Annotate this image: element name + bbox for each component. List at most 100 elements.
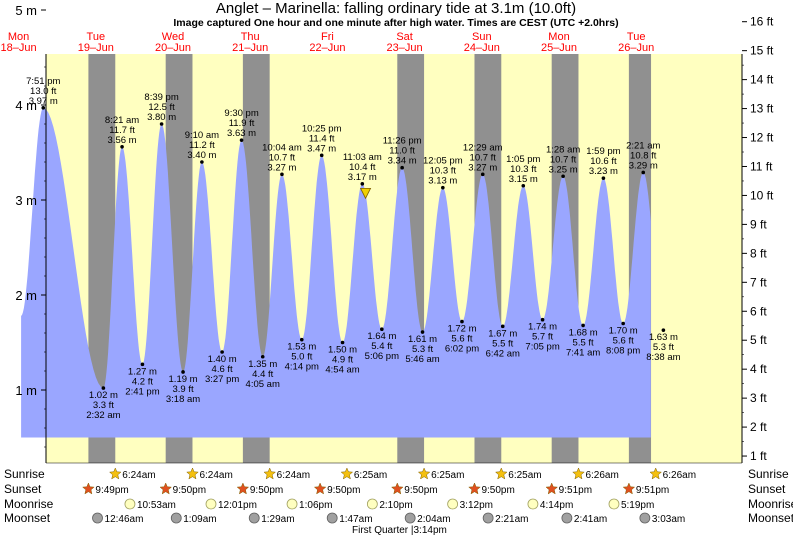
moon-phase-label: First Quarter |3:14pm xyxy=(352,525,447,536)
extreme-m-label: 1.67 m xyxy=(488,328,517,339)
y-tick-label-m: 5 m xyxy=(15,3,37,18)
extreme-time-label: 8:08 pm xyxy=(606,346,640,357)
sunrise-time: 6:24am xyxy=(122,470,155,481)
astro-row-label-right: Moonset xyxy=(748,511,793,525)
extreme-m-label: 3.17 m xyxy=(348,172,377,183)
extreme-m-label: 1.35 m xyxy=(248,359,277,370)
y-tick-label-ft: 15 ft xyxy=(750,44,774,58)
extreme-time-label: 7:41 am xyxy=(566,347,600,358)
day-header-dow: Mon xyxy=(548,31,569,43)
extreme-point xyxy=(101,386,106,390)
extreme-time-label: 3:27 pm xyxy=(205,374,239,385)
moonset-time: 2:21am xyxy=(495,514,528,525)
y-tick-label-ft: 11 ft xyxy=(750,159,773,173)
extreme-m-label: 1.68 m xyxy=(569,327,598,338)
extreme-ft-label: 11.0 ft xyxy=(389,146,415,157)
extreme-point xyxy=(641,170,646,175)
day-header-dow: Wed xyxy=(162,31,184,43)
extreme-ft-label: 13.0 ft xyxy=(30,86,57,97)
sunrise-icon xyxy=(494,467,508,480)
extreme-point xyxy=(159,122,164,126)
moonrise-icon xyxy=(608,498,620,510)
day-header-date: 23–Jun xyxy=(387,42,423,54)
extreme-ft-label: 4.4 ft xyxy=(252,369,273,380)
astro-row-label-left: Sunset xyxy=(4,482,42,496)
extreme-m-label: 3.29 m xyxy=(629,160,658,171)
y-tick-label-ft: 5 ft xyxy=(750,333,767,347)
moonrise-icon xyxy=(286,498,298,510)
moonset-icon xyxy=(248,512,260,524)
extreme-time-label: 8:38 am xyxy=(646,352,680,363)
extreme-ft-label: 5.3 ft xyxy=(653,342,674,353)
extreme-m-label: 1.61 m xyxy=(408,334,437,345)
extreme-time-label: 12:05 pm xyxy=(423,156,463,167)
astro-row-label-left: Moonset xyxy=(4,511,51,525)
sunrise-icon xyxy=(340,467,354,480)
extreme-point xyxy=(561,174,565,179)
day-header-date: 22–Jun xyxy=(309,42,345,54)
sunrise-time: 6:26am xyxy=(585,470,618,481)
extreme-time-label: 1:59 pm xyxy=(586,146,620,157)
extreme-time-label: 8:39 pm xyxy=(144,92,178,103)
moonrise-time: 12:01pm xyxy=(218,500,257,511)
extreme-ft-label: 10.6 ft xyxy=(590,156,617,167)
moonset-time: 1:47am xyxy=(339,514,372,525)
extreme-ft-label: 11.2 ft xyxy=(189,140,215,151)
moonset-time: 1:09am xyxy=(183,514,216,525)
extreme-ft-label: 3.3 ft xyxy=(93,400,114,411)
y-tick-label-ft: 7 ft xyxy=(750,275,767,289)
extreme-time-label: 10:04 am xyxy=(262,142,302,153)
moonrise-time: 4:14pm xyxy=(540,500,573,511)
sunrise-time: 6:24am xyxy=(199,470,232,481)
extreme-m-label: 1.53 m xyxy=(287,342,316,353)
astro-row-label-left: Moonrise xyxy=(4,497,54,511)
sunrise-icon xyxy=(186,467,199,480)
extreme-point xyxy=(360,182,365,186)
extreme-m-label: 3.97 m xyxy=(29,96,58,107)
extreme-point xyxy=(500,324,505,329)
moonset-icon xyxy=(170,512,182,524)
tide-area xyxy=(21,107,651,438)
extreme-m-label: 3.63 m xyxy=(227,128,256,139)
extreme-ft-label: 11.9 ft xyxy=(229,118,255,129)
sunset-icon xyxy=(82,482,95,495)
extreme-m-label: 3.25 m xyxy=(549,164,578,175)
extreme-point xyxy=(400,165,404,170)
extreme-m-label: 3.15 m xyxy=(509,174,538,185)
sunset-icon xyxy=(390,482,404,495)
extreme-time-label: 6:42 am xyxy=(486,348,520,359)
moonrise-icon xyxy=(527,498,539,510)
sunset-icon xyxy=(622,482,636,495)
sunset-time: 9:51pm xyxy=(636,485,669,496)
extreme-point xyxy=(480,172,485,177)
extreme-ft-label: 11.7 ft xyxy=(109,125,135,136)
extreme-point xyxy=(140,362,145,367)
axes-layer: 1 m 2 m 3 m 4 m 5 m 1 ft 2 ft 3 ft 4 ft 5 ft 6 ft 7… xyxy=(15,3,774,464)
extreme-m-label: 3.40 m xyxy=(187,150,216,161)
extreme-time-label: 2:41 pm xyxy=(125,386,159,397)
sunrise-time: 6:25am xyxy=(431,470,464,481)
extreme-point xyxy=(621,321,625,326)
moonrise-time: 10:53am xyxy=(137,500,176,511)
extreme-point xyxy=(120,145,124,149)
day-header-dow: Sun xyxy=(472,31,492,43)
extreme-m-label: 1.64 m xyxy=(367,331,396,342)
extreme-m-label: 1.40 m xyxy=(208,354,237,365)
moonrise-time: 1:06pm xyxy=(299,500,332,511)
moonset-time: 2:04am xyxy=(417,514,450,525)
extreme-m-label: 3.27 m xyxy=(267,162,296,173)
tide-area-layer xyxy=(21,107,651,438)
day-header-date: 24–Jun xyxy=(464,42,500,54)
extreme-time-label: 11:03 am xyxy=(343,152,382,163)
sunset-time: 9:50pm xyxy=(327,485,360,496)
moonset-time: 1:29am xyxy=(261,514,294,525)
extreme-time-label: 4:05 am xyxy=(246,379,280,390)
y-tick-label-ft: 4 ft xyxy=(750,362,767,376)
extreme-m-label: 1.50 m xyxy=(328,345,357,356)
moonset-icon xyxy=(639,512,651,524)
extreme-ft-label: 4.6 ft xyxy=(212,364,233,375)
sunrise-icon xyxy=(649,467,663,480)
extreme-point xyxy=(200,160,204,164)
y-tick-label-ft: 14 ft xyxy=(750,73,774,87)
